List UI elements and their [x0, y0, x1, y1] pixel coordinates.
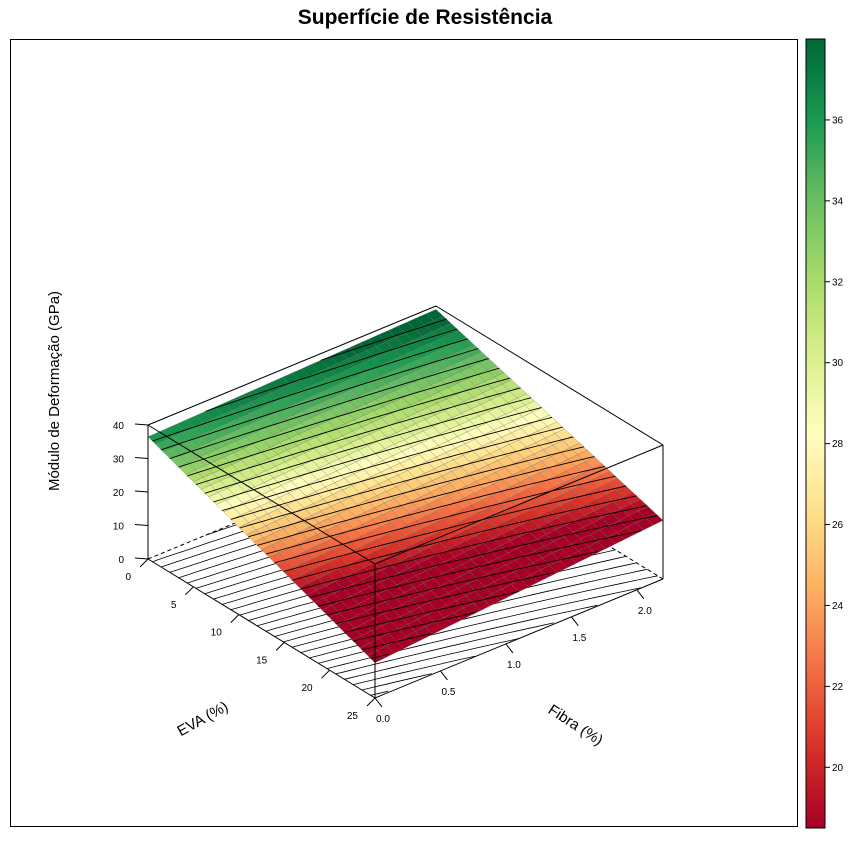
- z-tick-label: 10: [113, 522, 125, 533]
- surface-contour-line: [204, 397, 532, 494]
- x-tick-label: 0: [125, 572, 131, 583]
- box-edge: [374, 578, 664, 699]
- x-tick-label: 15: [256, 655, 268, 666]
- z-tick-label: 0: [118, 555, 124, 566]
- color-key-label: 34: [832, 196, 844, 207]
- color-key-label: 32: [832, 277, 844, 288]
- base-contour-line: [361, 673, 432, 691]
- z-tick: [134, 423, 149, 426]
- surface-contour-line: [300, 505, 648, 590]
- surface-contour-line: [265, 465, 606, 555]
- surface-contour-line: [274, 475, 616, 564]
- y-tick-label: 2.0: [638, 606, 652, 617]
- x-tick-label: 20: [301, 683, 313, 694]
- box-edge: [147, 558, 376, 699]
- x-tick: [321, 669, 330, 679]
- box-edge: [147, 305, 437, 426]
- y-tick-label: 1.5: [572, 633, 586, 644]
- surface-contour-line: [160, 348, 479, 451]
- color-key-label: 20: [832, 763, 844, 774]
- x-tick: [275, 642, 285, 651]
- y-tick-label: 1.0: [507, 660, 521, 671]
- z-tick: [134, 457, 149, 459]
- box-edge: [374, 444, 664, 565]
- surface-contour-line: [256, 456, 595, 546]
- surface-contour-line: [248, 446, 584, 538]
- color-key-label: 36: [832, 115, 844, 126]
- surface-contour-line: [353, 612, 476, 642]
- surface-contour-line: [335, 572, 554, 625]
- surface-contour-line: [309, 515, 658, 599]
- surface-contour-line: [187, 377, 511, 477]
- x-axis-label: EVA (%): [174, 698, 231, 740]
- y-tick: [440, 670, 448, 681]
- x-tick: [366, 697, 376, 707]
- x-tick: [139, 558, 149, 568]
- surface-contour-line: [213, 407, 542, 503]
- surface-contour-line: [326, 551, 598, 616]
- x-tick-label: 25: [347, 711, 359, 722]
- surface-contour-line: [169, 357, 489, 459]
- z-tick-label: 20: [113, 488, 125, 499]
- y-tick-label: 0.5: [442, 687, 456, 698]
- surface-contour-line: [283, 485, 627, 572]
- surface-contour-line: [205, 328, 458, 412]
- color-key-label: 30: [832, 358, 844, 369]
- z-tick-label: 40: [113, 421, 125, 432]
- surface-contour-line: [178, 367, 500, 468]
- surface-contour-line: [361, 632, 432, 651]
- y-tick: [636, 589, 645, 600]
- base-contour-line: [353, 655, 476, 685]
- surface-contour-line: [239, 436, 574, 529]
- plot-panel: 0 5 10 15 20 25 0.0 0.5 1.0 1.5 2.0 0 10 20 30 40 EVA (%…: [10, 39, 798, 827]
- surface-contour-line: [291, 495, 637, 581]
- surface-contour-line: [222, 416, 553, 512]
- surface-plot: 0 5 10 15 20 25 0.0 0.5 1.0 1.5 2.0 0 10 20 30 40 EVA (%…: [46, 291, 664, 749]
- z-axis-label: Módulo de Deformação (GPa): [46, 291, 63, 491]
- box-edge: [435, 305, 664, 446]
- base-contour-line: [370, 690, 389, 696]
- chart-title: Superfície de Resistência: [297, 6, 553, 29]
- color-key-bar: [805, 38, 826, 829]
- color-key-label: 22: [832, 682, 844, 693]
- axes: 0 5 10 15 20 25 0.0 0.5 1.0 1.5 2.0 0 10 20 30 40: [113, 421, 652, 725]
- x-tick-label: 5: [171, 600, 177, 611]
- x-tick: [185, 586, 194, 596]
- base-contour-line: [344, 638, 520, 680]
- surface-contour-line: [370, 653, 389, 659]
- surface-contour-line: [320, 318, 447, 361]
- base-contour-line: [335, 622, 554, 675]
- color-key-label: 24: [832, 601, 844, 612]
- z-tick: [134, 524, 149, 526]
- y-tick-label: 0.0: [376, 714, 390, 725]
- surface-contour-line: [318, 530, 642, 607]
- x-tick-label: 10: [211, 628, 223, 639]
- y-tick: [570, 616, 579, 627]
- y-tick: [374, 697, 383, 708]
- surface-contour-line: [230, 426, 563, 520]
- y-tick: [505, 643, 514, 654]
- surface-facet: [366, 650, 386, 664]
- x-tick: [230, 614, 240, 623]
- y-axis-label: Fibra (%): [545, 701, 606, 749]
- box-edge: [147, 424, 376, 565]
- box-front-edges: [147, 305, 664, 699]
- surface-contour-line: [344, 591, 520, 633]
- surface-mesh: [147, 309, 664, 664]
- z-tick: [134, 557, 149, 560]
- z-tick: [134, 490, 149, 493]
- color-key-label: 26: [832, 520, 844, 531]
- color-key-label: 28: [832, 439, 844, 450]
- surface-contour-line: [152, 338, 468, 442]
- surface-contour-line: [195, 387, 521, 486]
- z-tick-label: 30: [113, 455, 125, 466]
- surface-contours: [152, 318, 658, 659]
